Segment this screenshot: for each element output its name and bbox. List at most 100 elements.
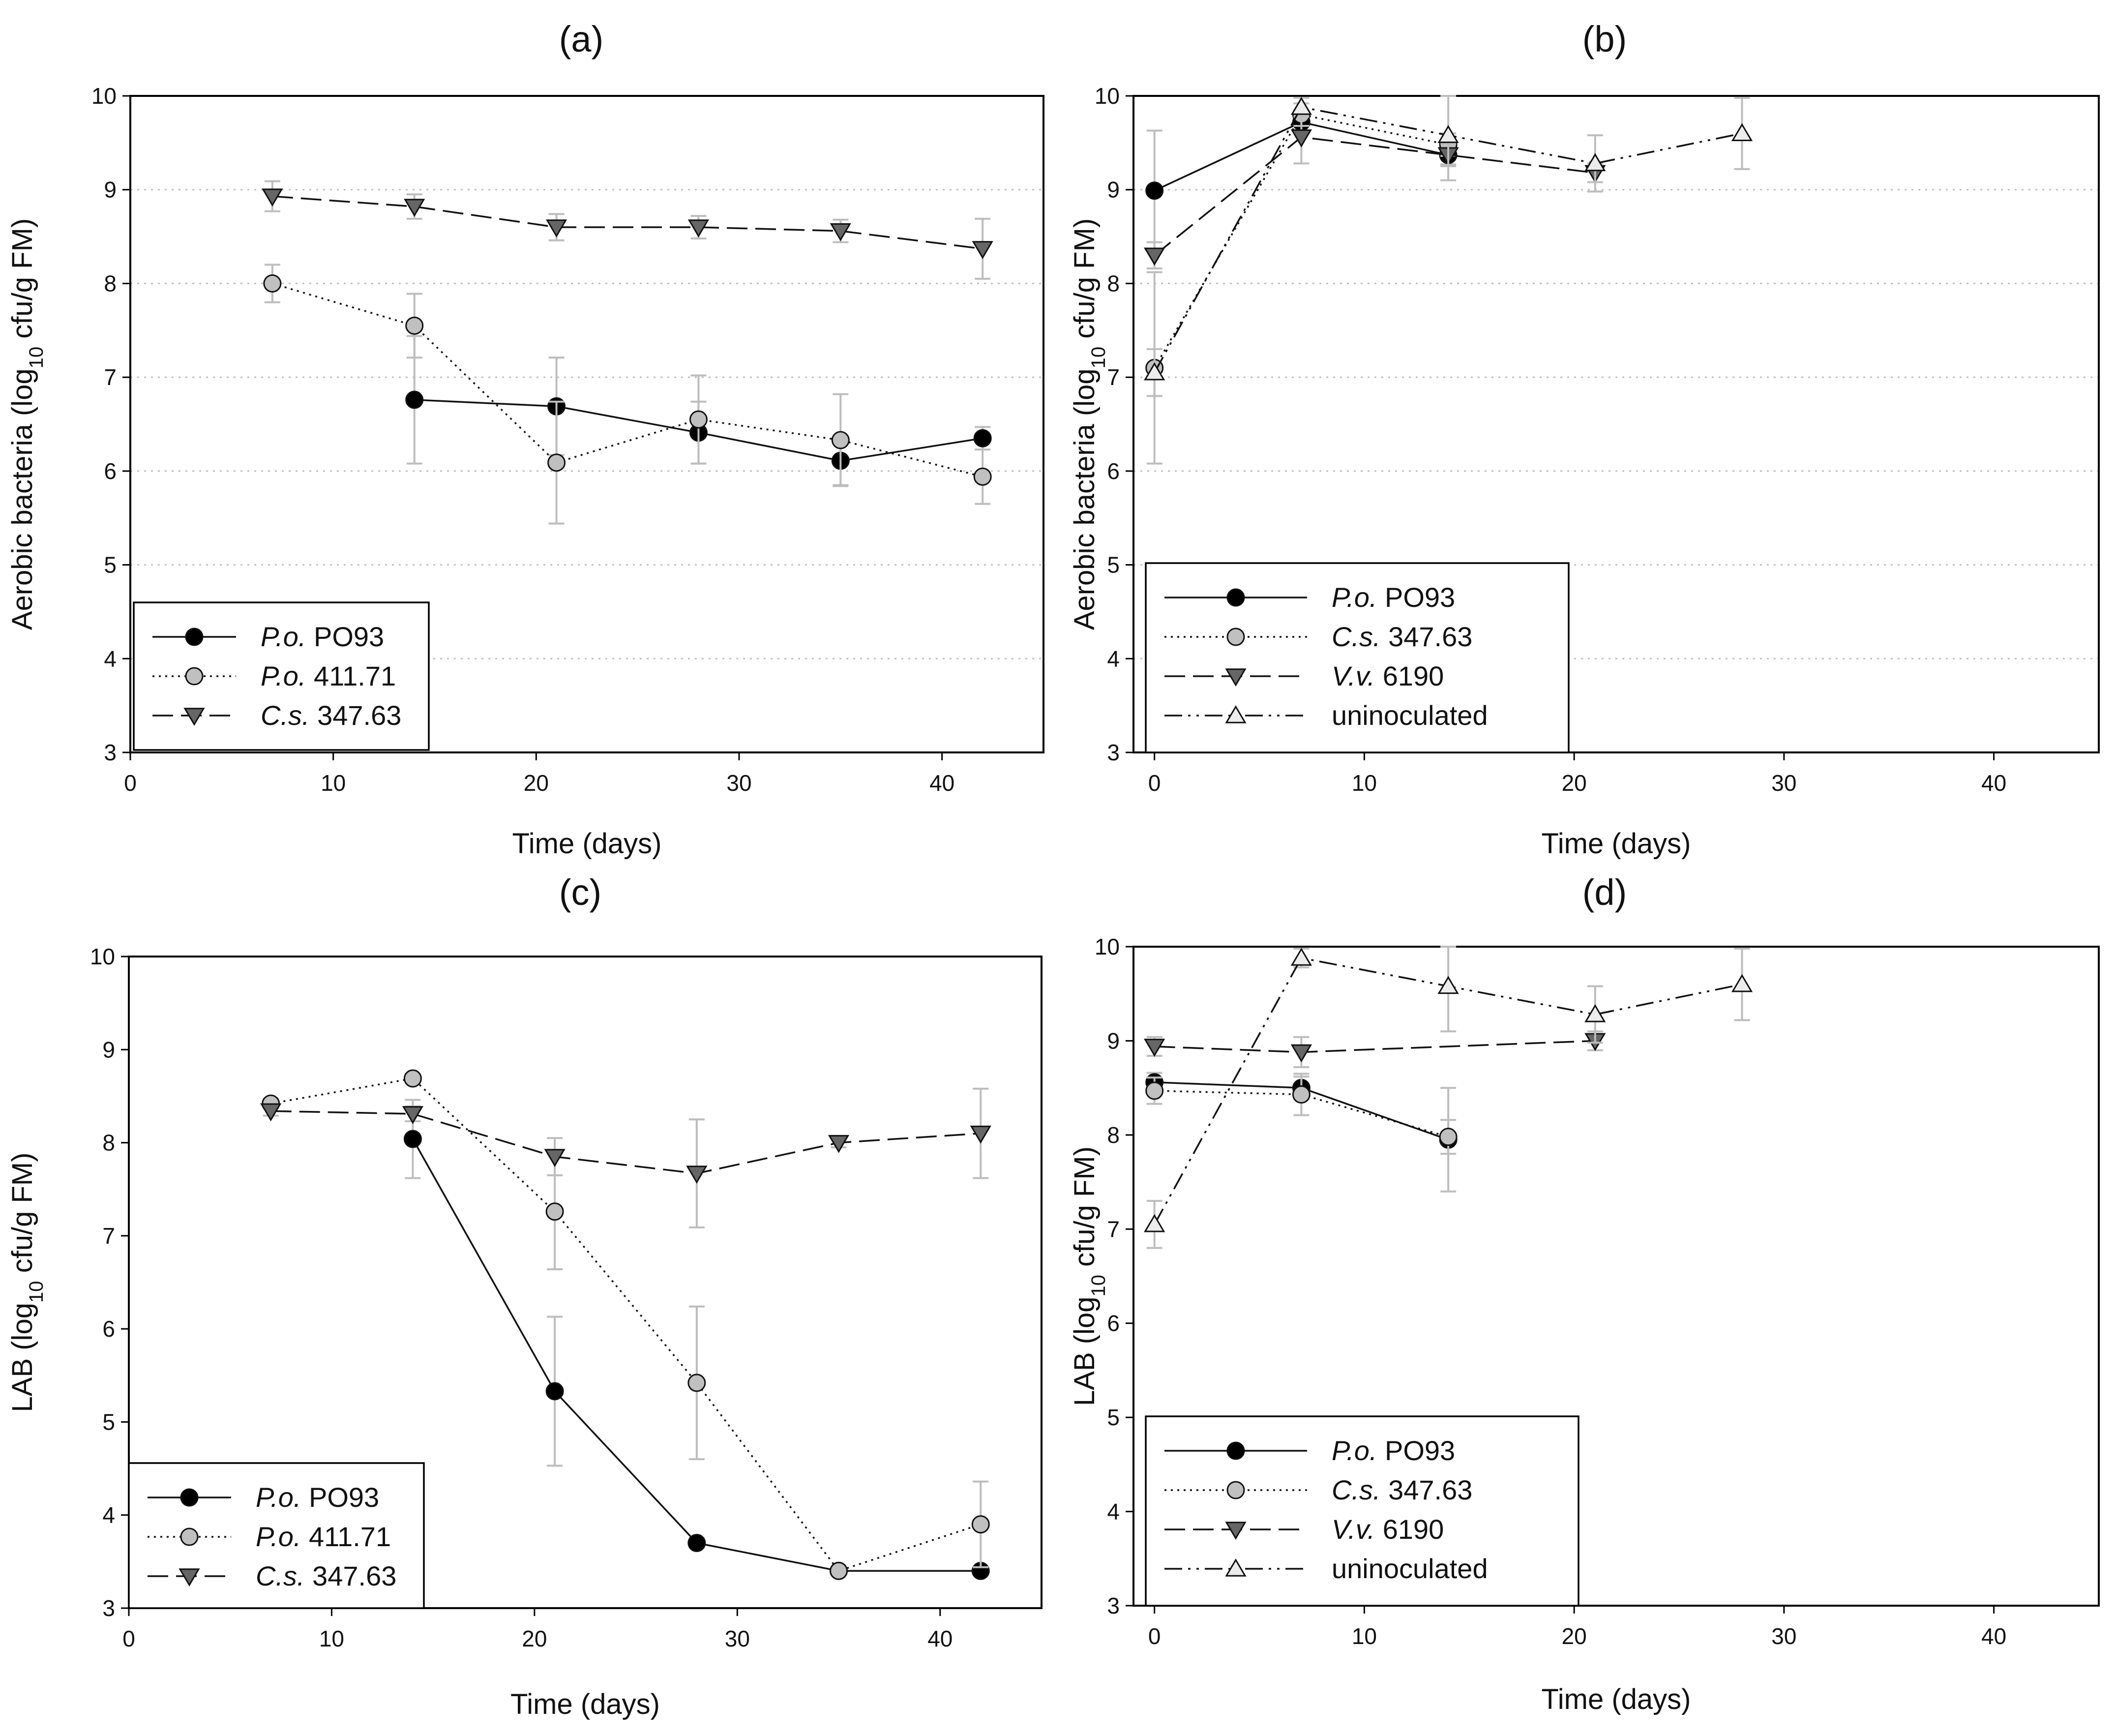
- legend-box: [1145, 1415, 1579, 1607]
- y-axis-title: Aerobic bacteria (log10 cfu/g FM): [1069, 218, 1109, 630]
- y-tick-label: 9: [104, 177, 117, 203]
- y-tick-label: 8: [102, 1130, 115, 1156]
- x-tick-label: 30: [1771, 770, 1796, 796]
- x-tick-label: 40: [1981, 770, 2006, 796]
- y-tick-label: 10: [91, 83, 117, 109]
- x-tick-label: 10: [319, 1626, 344, 1651]
- x-tick-label: 10: [1352, 1623, 1377, 1649]
- panel-title: (c): [559, 872, 601, 913]
- data-point: [545, 1382, 564, 1401]
- data-point: [1731, 974, 1753, 992]
- y-tick-label: 4: [1107, 1499, 1120, 1525]
- legend-label: C.s. 347.63: [256, 1560, 396, 1591]
- legend-label: P.o. 411.71: [261, 660, 396, 691]
- data-point: [263, 274, 282, 293]
- x-tick-label: 40: [929, 770, 954, 796]
- y-axis-title: LAB (log10 cfu/g FM): [6, 1153, 47, 1412]
- y-tick-label: 8: [1107, 1122, 1120, 1148]
- legend-marker: [1226, 1441, 1245, 1460]
- legend-label: C.s. 347.63: [1332, 621, 1472, 652]
- legend-marker: [1225, 1522, 1247, 1540]
- legend-marker: [1225, 668, 1247, 687]
- y-tick-label: 4: [104, 646, 117, 671]
- legend-label: C.s. 347.63: [261, 700, 401, 731]
- legend-label: P.o. PO93: [1332, 582, 1455, 613]
- series-3: [260, 1087, 991, 1228]
- y-tick-label: 4: [1107, 646, 1120, 671]
- data-point: [544, 1149, 566, 1167]
- data-point: [403, 1069, 422, 1088]
- y-tick-label: 9: [102, 1037, 115, 1062]
- series-line: [270, 1110, 981, 1174]
- data-point: [830, 1561, 848, 1580]
- x-axis-title: Time (days): [512, 828, 662, 860]
- data-point: [970, 1125, 991, 1144]
- x-tick-label: 0: [122, 1626, 135, 1651]
- legend: P.o. PO93 P.o. 411.71 C.s. 347.63: [133, 601, 430, 751]
- data-point: [402, 1106, 424, 1124]
- legend-label: P.o. 411.71: [256, 1521, 391, 1552]
- x-tick-label: 0: [1148, 770, 1161, 796]
- series-line: [272, 282, 983, 478]
- y-tick-label: 6: [1107, 1311, 1120, 1336]
- y-tick-label: 4: [102, 1502, 115, 1528]
- x-tick-label: 0: [124, 770, 137, 796]
- panel-title: (b): [1582, 19, 1627, 60]
- y-tick-label: 7: [104, 364, 117, 390]
- y-tick-label: 10: [1095, 83, 1120, 109]
- plot-frame: [129, 95, 1044, 753]
- legend-marker: [185, 628, 204, 646]
- y-tick-label: 10: [1095, 934, 1120, 959]
- x-tick-label: 40: [1981, 1623, 2006, 1649]
- legend-marker: [1226, 1481, 1245, 1499]
- x-tick-label: 30: [725, 1626, 750, 1651]
- y-tick-label: 9: [1107, 1028, 1120, 1053]
- data-point: [1584, 153, 1606, 172]
- data-point: [689, 410, 708, 429]
- chart-panel-c: (c) 3 4 5 6 7 8 9 10 0 10 20 30 40 Time (days) LAB (log…: [6, 872, 1043, 1720]
- series-line: [1154, 114, 1449, 368]
- chart-panel-a: (a) 3 4 5 6 7 8 9 10 0 10 20 30 40 Time (days) Aerobic …: [6, 19, 1044, 860]
- series-4: [1144, 946, 1753, 1249]
- legend-label: C.s. 347.63: [1332, 1474, 1472, 1505]
- chart-panel-b: (b) 3 4 5 6 7 8 9 10 0 10 20 30 40 Time (days) Aerobic …: [1069, 19, 2100, 860]
- x-tick-label: 0: [1148, 1623, 1161, 1649]
- data-point: [686, 1166, 708, 1184]
- panel-title: (d): [1582, 872, 1627, 913]
- x-axis-title: Time (days): [510, 1688, 660, 1720]
- data-point: [972, 241, 993, 259]
- data-point: [1290, 96, 1312, 115]
- data-point: [971, 1515, 990, 1534]
- data-point: [973, 467, 992, 486]
- y-axis-title: Aerobic bacteria (log10 cfu/g FM): [6, 218, 47, 630]
- legend-marker: [1226, 628, 1245, 646]
- legend-label: P.o. PO93: [256, 1482, 379, 1513]
- x-tick-label: 30: [1771, 1623, 1796, 1649]
- series-line: [1154, 1040, 1595, 1053]
- data-point: [1584, 1004, 1606, 1022]
- y-tick-label: 6: [104, 458, 117, 484]
- legend-box: [133, 601, 430, 751]
- x-axis-title: Time (days): [1542, 828, 1691, 860]
- legend-marker: [1226, 588, 1245, 607]
- y-axis-title: LAB (log10 cfu/g FM): [1069, 1146, 1109, 1406]
- y-tick-label: 6: [1107, 458, 1120, 484]
- x-tick-label: 20: [524, 770, 549, 796]
- y-tick-label: 3: [1107, 740, 1120, 765]
- series-2: [262, 1069, 990, 1580]
- data-point: [262, 188, 283, 207]
- series-4: [1144, 95, 1753, 397]
- chart-panel-d: (d) 3 4 5 6 7 8 9 10 0 10 20 30 40 Time (days) LAB (log…: [1069, 872, 2100, 1715]
- plot-frame: [128, 956, 1043, 1609]
- x-tick-label: 10: [1352, 770, 1377, 796]
- y-tick-label: 8: [104, 270, 117, 296]
- series-3: [1144, 1030, 1606, 1069]
- data-point: [1144, 1214, 1165, 1232]
- legend-marker: [180, 1488, 199, 1507]
- legend-marker: [179, 1568, 200, 1587]
- y-tick-label: 3: [102, 1595, 115, 1621]
- data-point: [545, 1202, 564, 1221]
- data-point: [405, 390, 424, 409]
- data-point: [404, 199, 425, 217]
- series-line: [272, 195, 983, 250]
